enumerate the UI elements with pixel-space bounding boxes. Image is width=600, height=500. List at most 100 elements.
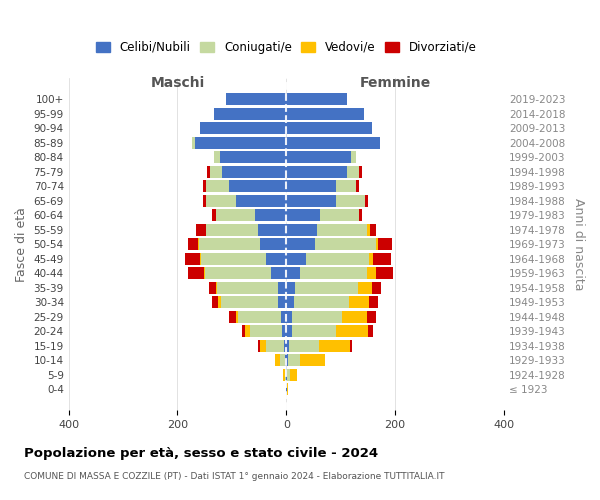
- Bar: [258, 224, 286, 235]
- Bar: [286, 136, 380, 148]
- Bar: [236, 310, 238, 322]
- Bar: [368, 325, 373, 337]
- Text: COMUNE DI MASSA E COZZILE (PT) - Dati ISTAT 1° gennaio 2024 - Elaborazione TUTTI: COMUNE DI MASSA E COZZILE (PT) - Dati IS…: [24, 472, 445, 481]
- Y-axis label: Anni di nascita: Anni di nascita: [572, 198, 585, 290]
- Bar: [350, 151, 356, 163]
- Bar: [275, 354, 280, 366]
- Bar: [290, 369, 297, 380]
- Bar: [286, 224, 317, 235]
- Bar: [202, 252, 266, 264]
- Bar: [286, 166, 347, 177]
- Bar: [220, 151, 286, 163]
- Bar: [229, 310, 236, 322]
- Bar: [245, 325, 250, 337]
- Bar: [215, 209, 255, 221]
- Bar: [306, 252, 369, 264]
- Bar: [286, 180, 337, 192]
- Bar: [209, 282, 215, 294]
- Bar: [369, 252, 373, 264]
- Bar: [196, 224, 206, 235]
- Bar: [281, 310, 286, 322]
- Y-axis label: Fasce di età: Fasce di età: [15, 206, 28, 282]
- Bar: [210, 166, 222, 177]
- Bar: [192, 136, 195, 148]
- Bar: [271, 267, 286, 279]
- Bar: [370, 224, 376, 235]
- Bar: [188, 267, 203, 279]
- Bar: [284, 369, 286, 380]
- Text: Femmine: Femmine: [359, 76, 431, 90]
- Bar: [378, 238, 392, 250]
- Bar: [369, 296, 378, 308]
- Bar: [284, 340, 286, 351]
- Bar: [359, 209, 362, 221]
- Bar: [214, 151, 220, 163]
- Bar: [188, 238, 198, 250]
- Bar: [286, 369, 287, 380]
- Bar: [221, 296, 278, 308]
- Bar: [342, 310, 367, 322]
- Bar: [266, 340, 284, 351]
- Bar: [195, 136, 286, 148]
- Bar: [236, 194, 286, 206]
- Bar: [287, 384, 288, 395]
- Bar: [199, 238, 260, 250]
- Bar: [283, 369, 284, 380]
- Bar: [289, 340, 319, 351]
- Bar: [286, 252, 306, 264]
- Bar: [278, 296, 286, 308]
- Bar: [205, 267, 271, 279]
- Bar: [286, 108, 364, 120]
- Bar: [203, 194, 206, 206]
- Bar: [317, 224, 367, 235]
- Bar: [282, 325, 286, 337]
- Bar: [295, 282, 358, 294]
- Bar: [286, 238, 314, 250]
- Bar: [215, 282, 217, 294]
- Bar: [376, 267, 393, 279]
- Text: Popolazione per età, sesso e stato civile - 2024: Popolazione per età, sesso e stato civil…: [24, 448, 378, 460]
- Bar: [222, 166, 286, 177]
- Bar: [314, 238, 376, 250]
- Bar: [301, 267, 367, 279]
- Bar: [365, 194, 368, 206]
- Bar: [206, 194, 236, 206]
- Bar: [349, 296, 369, 308]
- Bar: [376, 238, 378, 250]
- Bar: [286, 194, 337, 206]
- Bar: [356, 180, 359, 192]
- Bar: [286, 122, 372, 134]
- Text: Maschi: Maschi: [151, 76, 205, 90]
- Bar: [367, 224, 370, 235]
- Bar: [286, 296, 294, 308]
- Bar: [218, 296, 221, 308]
- Bar: [337, 194, 365, 206]
- Bar: [208, 166, 210, 177]
- Bar: [320, 209, 359, 221]
- Bar: [212, 209, 215, 221]
- Bar: [217, 282, 278, 294]
- Bar: [367, 310, 376, 322]
- Bar: [266, 252, 286, 264]
- Bar: [286, 310, 292, 322]
- Bar: [238, 310, 281, 322]
- Bar: [200, 122, 286, 134]
- Bar: [347, 166, 359, 177]
- Bar: [206, 180, 229, 192]
- Bar: [289, 354, 301, 366]
- Bar: [286, 282, 295, 294]
- Bar: [260, 238, 286, 250]
- Bar: [280, 354, 284, 366]
- Bar: [214, 108, 286, 120]
- Bar: [278, 282, 286, 294]
- Bar: [200, 252, 202, 264]
- Bar: [185, 252, 200, 264]
- Bar: [301, 354, 325, 366]
- Bar: [203, 180, 206, 192]
- Bar: [229, 180, 286, 192]
- Bar: [286, 209, 320, 221]
- Bar: [242, 325, 245, 337]
- Bar: [372, 282, 381, 294]
- Bar: [367, 267, 376, 279]
- Bar: [286, 325, 292, 337]
